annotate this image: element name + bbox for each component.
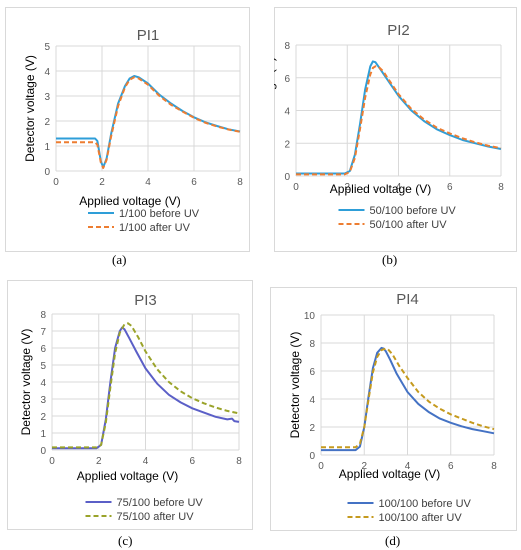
x-tick-label: 8 (237, 177, 243, 188)
series-line-1 (52, 326, 240, 450)
y-axis-label: Detector voltage (V) (23, 55, 37, 162)
y-tick-label: 3 (40, 395, 46, 406)
chart-frame-a (5, 7, 250, 252)
legend-label-1: 75/100 before UV (117, 497, 204, 509)
series-line-1 (56, 75, 241, 169)
caption-c: (c) (118, 533, 133, 548)
x-tick-label: 2 (99, 177, 105, 188)
chart-pi3: PI3 0 1 2 3 4 5 6 7 8 0 2 4 6 8 Applied voltage (V) Dete… (19, 292, 242, 523)
x-tick-label: 6 (448, 461, 454, 472)
chart-frame-b (274, 7, 517, 252)
y-tick-label: 0 (284, 172, 290, 183)
y-tick-label: 1 (44, 142, 50, 153)
x-tick-label: 4 (396, 182, 402, 193)
y-tick-label: 10 (304, 311, 316, 322)
x-axis-label: Applied voltage (V) (339, 467, 440, 481)
y-tick-label: 0 (40, 446, 46, 457)
chart-title: PI3 (134, 292, 157, 309)
legend-label-2: 1/100 after UV (119, 222, 191, 234)
series-line-2 (52, 322, 240, 449)
x-tick-label: 0 (318, 461, 324, 472)
chart-title: PI2 (387, 22, 410, 39)
x-tick-label: 2 (96, 456, 102, 467)
y-tick-label: 6 (284, 74, 290, 85)
caption-b: (b) (382, 252, 398, 267)
x-tick-label: 4 (143, 456, 149, 467)
y-tick-label: 2 (40, 412, 46, 423)
x-axis-label: Applied voltage (V) (330, 182, 431, 196)
x-tick-label: 6 (191, 177, 197, 188)
x-tick-label: 4 (145, 177, 151, 188)
x-tick-label: 8 (491, 461, 497, 472)
y-tick-label: 4 (40, 378, 46, 389)
chart-pi2: PI2 0 2 4 6 8 0 2 4 6 8 Applied voltage (V) Detector… (274, 22, 504, 231)
x-tick-label: 4 (405, 461, 411, 472)
x-tick-label: 2 (361, 461, 367, 472)
y-tick-label: 7 (40, 327, 46, 338)
legend-label-2: 75/100 after UV (117, 511, 195, 523)
y-tick-label: 4 (44, 67, 50, 78)
y-tick-label: 1 (40, 429, 46, 440)
y-tick-label: 4 (284, 107, 290, 118)
y-axis-label: Detector voltage (V) (19, 329, 33, 436)
chart-title: PI1 (137, 27, 160, 44)
y-tick-label: 8 (40, 310, 46, 321)
legend-label-1: 50/100 before UV (370, 205, 457, 217)
y-tick-label: 2 (44, 117, 50, 128)
y-tick-label: 2 (309, 423, 315, 434)
y-tick-label: 5 (44, 42, 50, 53)
legend-label-2: 50/100 after UV (370, 219, 448, 231)
series-line-2 (56, 76, 241, 169)
y-tick-label: 5 (40, 361, 46, 372)
x-axis-label: Applied voltage (V) (79, 194, 180, 208)
x-axis-label: Applied voltage (V) (77, 469, 178, 483)
x-tick-label: 0 (53, 177, 59, 188)
caption-d: (d) (385, 533, 401, 548)
x-tick-label: 6 (447, 182, 453, 193)
x-tick-label: 8 (236, 456, 242, 467)
legend-label-2: 100/100 after UV (379, 512, 463, 524)
series-line-1 (296, 60, 502, 175)
y-tick-label: 8 (284, 41, 290, 52)
y-tick-label: 6 (309, 367, 315, 378)
x-tick-label: 6 (189, 456, 195, 467)
chart-frame-d (270, 287, 517, 531)
legend-label-1: 100/100 before UV (379, 498, 472, 510)
caption-a: (a) (112, 252, 127, 267)
y-axis-label: Detector voltage (V) (274, 57, 277, 164)
y-tick-label: 2 (284, 139, 290, 150)
chart-title: PI4 (396, 291, 419, 308)
chart-pi1: PI1 0 1 2 3 4 5 0 2 4 6 8 Applied voltage (V) Detecto… (23, 27, 243, 234)
chart-pi4: PI4 0 2 4 6 8 10 0 2 4 6 8 Applied voltage (V) Detect… (288, 291, 497, 524)
x-tick-label: 8 (498, 182, 504, 193)
y-tick-label: 4 (309, 395, 315, 406)
y-axis-label: Detector voltage (V) (288, 332, 302, 439)
series-line-2 (296, 65, 502, 176)
y-tick-label: 3 (44, 92, 50, 103)
y-tick-label: 0 (44, 167, 50, 178)
series-line-2 (321, 347, 495, 449)
x-tick-label: 2 (344, 182, 350, 193)
y-tick-label: 0 (309, 451, 315, 462)
legend-label-1: 1/100 before UV (119, 208, 200, 220)
x-tick-label: 0 (293, 182, 299, 193)
chart-frame-c (7, 280, 253, 530)
y-tick-label: 6 (40, 344, 46, 355)
y-tick-label: 8 (309, 339, 315, 350)
x-tick-label: 0 (49, 456, 55, 467)
